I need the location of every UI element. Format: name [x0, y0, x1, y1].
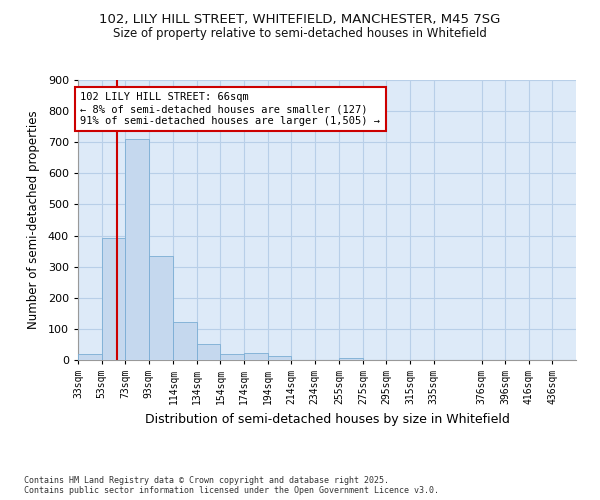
Bar: [244, 353, 268, 360]
Bar: [220, 354, 244, 360]
Text: Contains HM Land Registry data © Crown copyright and database right 2025.
Contai: Contains HM Land Registry data © Crown c…: [24, 476, 439, 495]
Text: 102 LILY HILL STREET: 66sqm
← 8% of semi-detached houses are smaller (127)
91% o: 102 LILY HILL STREET: 66sqm ← 8% of semi…: [80, 92, 380, 126]
Bar: [149, 256, 173, 360]
Bar: [268, 356, 291, 360]
Bar: [340, 358, 363, 360]
Bar: [173, 322, 197, 360]
Bar: [78, 354, 101, 360]
Text: Size of property relative to semi-detached houses in Whitefield: Size of property relative to semi-detach…: [113, 28, 487, 40]
X-axis label: Distribution of semi-detached houses by size in Whitefield: Distribution of semi-detached houses by …: [145, 412, 509, 426]
Bar: [101, 238, 125, 360]
Text: 102, LILY HILL STREET, WHITEFIELD, MANCHESTER, M45 7SG: 102, LILY HILL STREET, WHITEFIELD, MANCH…: [100, 12, 500, 26]
Bar: [125, 139, 149, 360]
Bar: [197, 344, 220, 360]
Y-axis label: Number of semi-detached properties: Number of semi-detached properties: [26, 110, 40, 330]
